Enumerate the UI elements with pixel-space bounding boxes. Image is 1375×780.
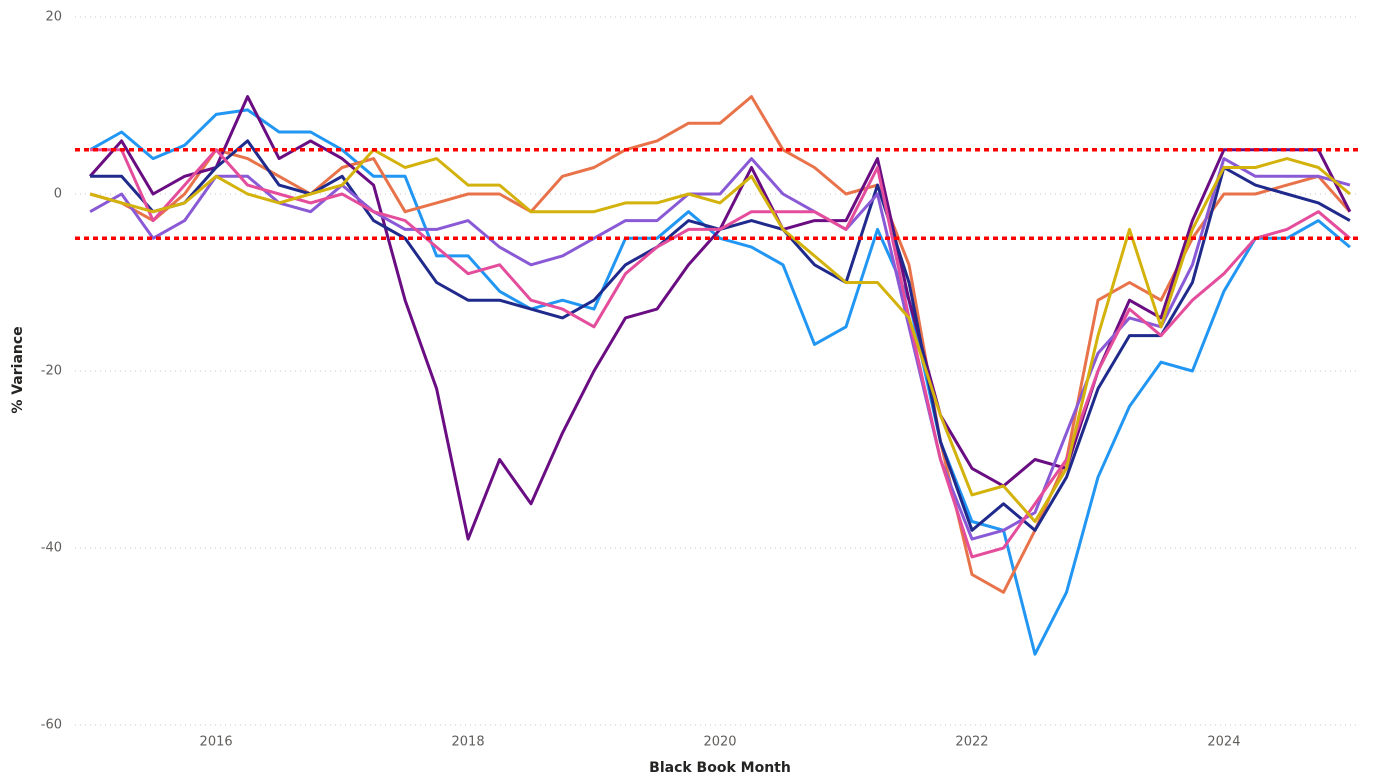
x-tick-label: 2022 — [955, 735, 988, 750]
series-line — [89, 157, 1351, 541]
y-tick-label: -60 — [41, 718, 62, 733]
y-tick-label: -20 — [41, 364, 62, 379]
y-tick-label: 0 — [54, 187, 62, 202]
x-axis-title: Black Book Month — [649, 760, 791, 776]
x-tick-label: 2020 — [703, 735, 736, 750]
y-tick-label: -40 — [41, 541, 62, 556]
x-tick-label: 2018 — [452, 735, 485, 750]
series-line — [90, 148, 1351, 559]
series-line — [89, 95, 1352, 594]
series-line — [89, 148, 1351, 523]
series-line — [88, 95, 1352, 541]
x-tick-label: 2024 — [1207, 735, 1240, 750]
x-tick-label: 2016 — [200, 735, 233, 750]
series-line — [89, 108, 1351, 656]
y-axis-title: % Variance — [10, 326, 26, 413]
y-tick-label: 20 — [45, 10, 62, 25]
